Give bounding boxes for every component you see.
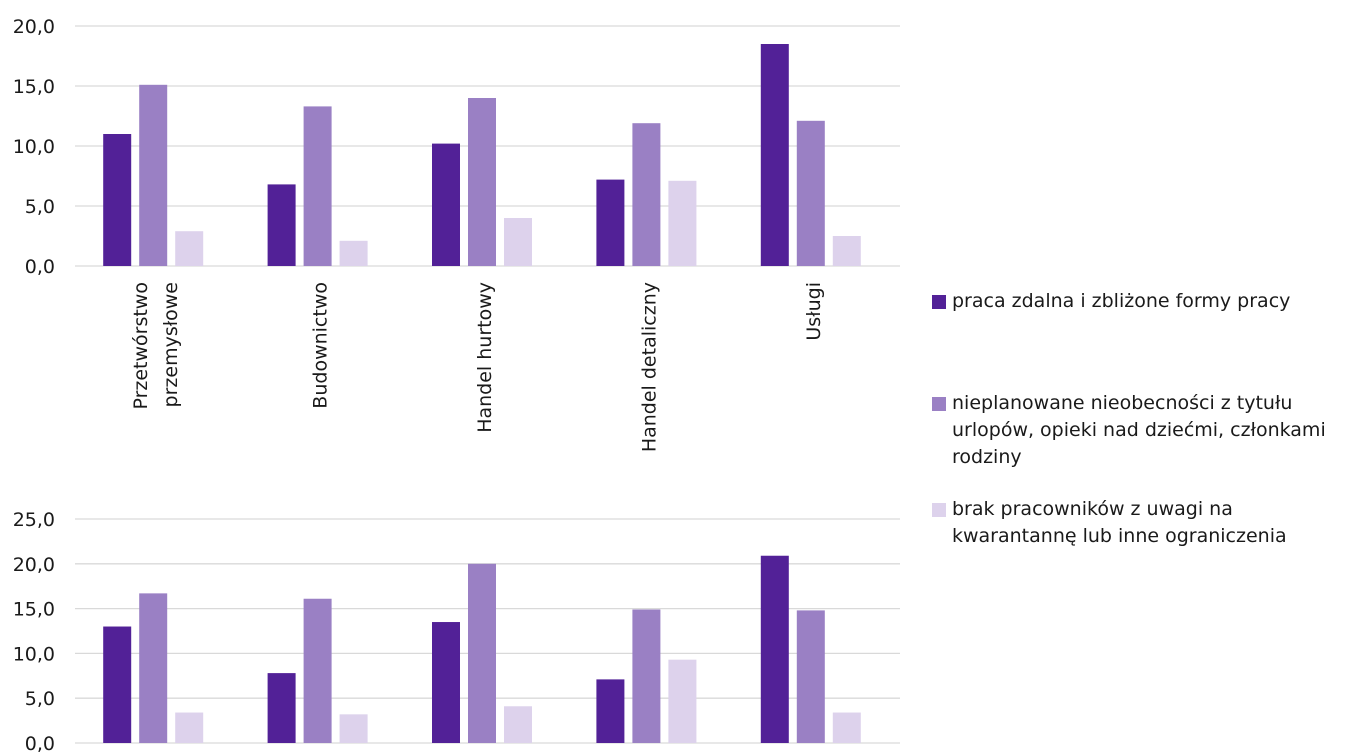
bar-remote-work — [760, 555, 789, 743]
bar-quarantine — [668, 180, 697, 266]
bar-absences — [796, 120, 825, 266]
legend-label-quarantine: brak pracowników z uwagi na kwarantannę … — [952, 498, 1287, 547]
bar-quarantine — [832, 236, 861, 266]
bar-quarantine — [504, 706, 532, 743]
y-tick-label: 10,0 — [13, 136, 55, 158]
legend-swatch-absences — [932, 397, 946, 411]
y-tick-label: 0,0 — [25, 733, 55, 754]
y-tick-label: 5,0 — [25, 688, 55, 710]
bar-remote-work — [432, 143, 460, 266]
legend-label-remote-work: praca zdalna i zbliżone formy pracy — [952, 290, 1291, 312]
bar-absences — [468, 563, 496, 743]
bar-quarantine — [175, 712, 204, 743]
y-tick-label: 20,0 — [13, 554, 55, 576]
bar-quarantine — [832, 712, 861, 743]
bar-absences — [468, 98, 496, 266]
bar-quarantine — [175, 231, 204, 266]
bar-quarantine — [668, 659, 697, 743]
bar-remote-work — [267, 184, 296, 266]
y-tick-label: 20,0 — [13, 16, 55, 38]
x-category-label: Budownictwo — [310, 282, 332, 409]
x-category-label: Handel hurtowy — [474, 282, 496, 433]
bar-remote-work — [596, 679, 625, 743]
legend-item-absences: nieplanowane nieobecności z tytułu urlop… — [932, 390, 1342, 471]
y-tick-label: 0,0 — [25, 256, 55, 278]
bar-absences — [632, 609, 661, 743]
bar-remote-work — [103, 134, 132, 266]
bar-absences — [303, 106, 332, 267]
y-tick-label: 15,0 — [13, 76, 55, 98]
bar-remote-work — [760, 44, 789, 266]
bar-absences — [139, 84, 168, 266]
x-category-label: Handel detaliczny — [638, 282, 660, 452]
bar-remote-work — [267, 673, 296, 743]
y-tick-label: 25,0 — [13, 509, 55, 531]
x-category-label: Przetwórstwo — [130, 282, 152, 410]
legend-swatch-remote-work — [932, 295, 946, 309]
bar-absences — [303, 598, 332, 743]
bar-absences — [796, 610, 825, 743]
legend-item-remote-work: praca zdalna i zbliżone formy pracy — [932, 288, 1342, 315]
bar-absences — [139, 593, 168, 743]
chart-1: 0,0 5,0 10,0 15,0 20,0 Przetwórstwo przemysłow… — [13, 16, 900, 452]
bar-quarantine — [339, 714, 368, 743]
x-category-label: przemysłowe — [160, 282, 182, 407]
bar-absences — [632, 123, 661, 266]
bar-quarantine — [504, 218, 532, 266]
legend-label-absences: nieplanowane nieobecności z tytułu urlop… — [952, 392, 1326, 468]
bar-remote-work — [432, 622, 460, 743]
y-tick-label: 5,0 — [25, 196, 55, 218]
legend-item-quarantine: brak pracowników z uwagi na kwarantannę … — [932, 496, 1342, 550]
x-category-label: Usługi — [803, 282, 825, 341]
y-tick-label: 15,0 — [13, 599, 55, 621]
chart-2: 0,0 5,0 10,0 15,0 20,0 25,0 — [13, 509, 900, 754]
bar-quarantine — [339, 240, 368, 266]
bar-remote-work — [596, 179, 625, 266]
legend-swatch-quarantine — [932, 503, 946, 517]
bar-remote-work — [103, 626, 132, 743]
y-tick-label: 10,0 — [13, 643, 55, 665]
